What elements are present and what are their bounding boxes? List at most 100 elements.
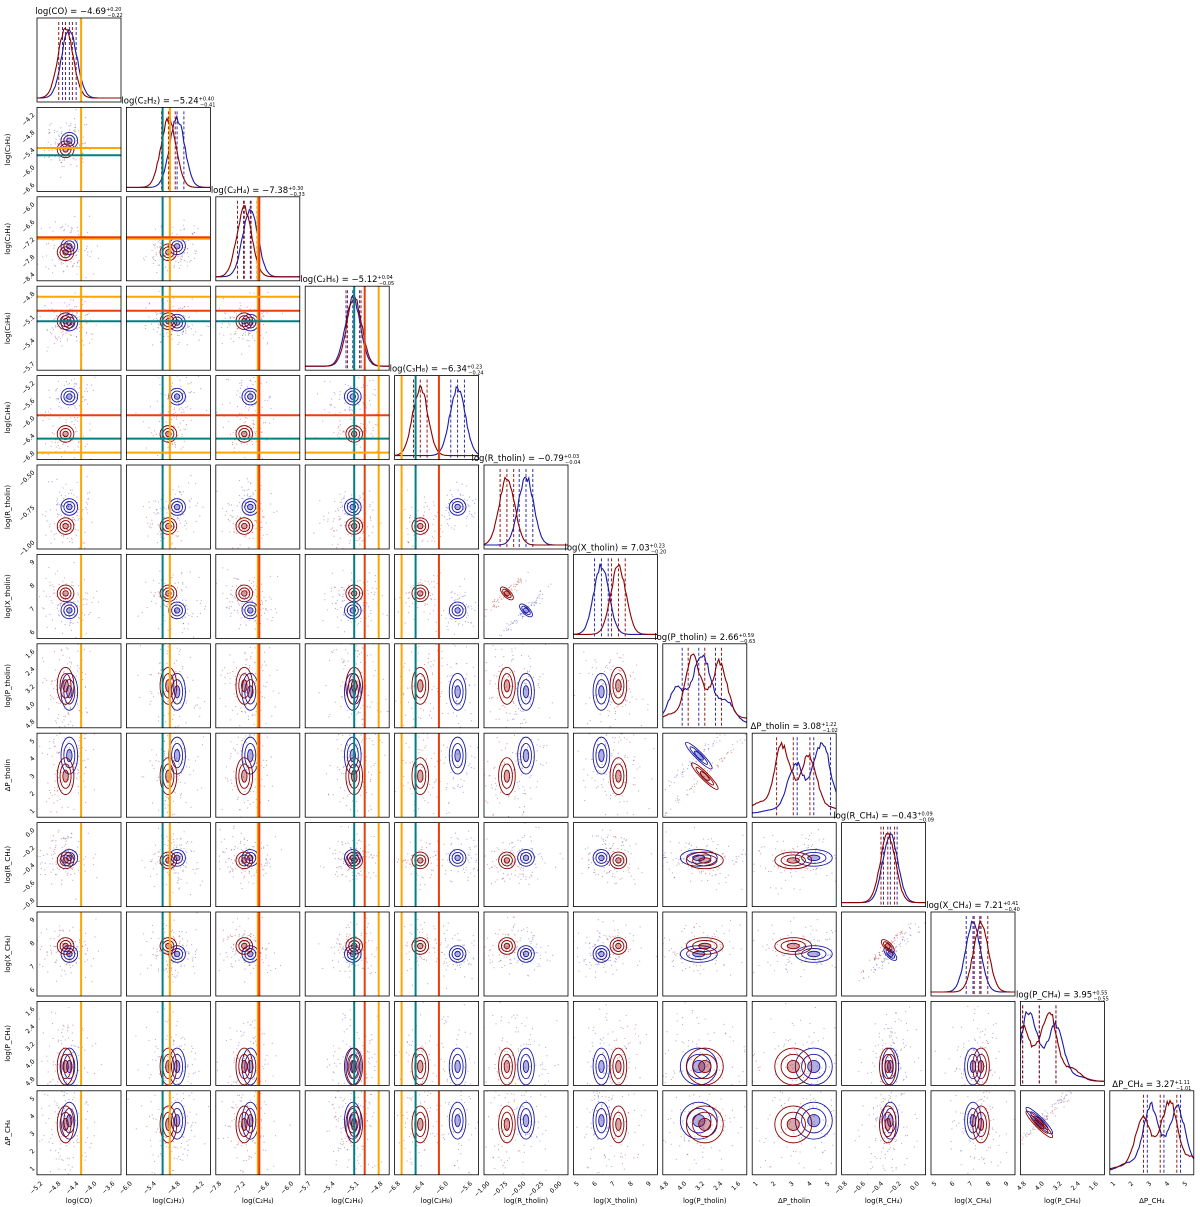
sample-point <box>60 407 62 409</box>
sample-point <box>182 1070 184 1072</box>
sample-point <box>179 1125 182 1127</box>
panel-3-3: log(C₂H₆) = −5.12+0.04 −0.05 <box>300 275 394 371</box>
sample-point <box>166 245 169 247</box>
sample-point <box>238 1094 241 1096</box>
sample-point <box>186 612 188 614</box>
sample-point <box>235 667 238 669</box>
sample-point <box>83 344 85 346</box>
sample-point <box>58 1158 60 1160</box>
sample-point <box>140 954 142 956</box>
sample-point <box>70 832 72 834</box>
sample-point <box>54 265 57 267</box>
sample-point <box>242 869 244 871</box>
sample-point <box>172 1169 174 1172</box>
sample-point <box>173 322 176 324</box>
sample-point <box>54 669 56 671</box>
sample-point <box>71 227 73 229</box>
sample-point <box>155 1059 157 1062</box>
sample-point <box>252 423 254 425</box>
sample-point <box>158 377 160 379</box>
sample-point <box>60 329 62 331</box>
sample-point <box>229 871 231 873</box>
sample-point <box>267 400 269 402</box>
sample-point <box>166 605 168 607</box>
sample-point <box>178 1064 180 1066</box>
sample-point <box>187 1065 189 1067</box>
sample-point <box>68 661 70 663</box>
sample-point <box>223 334 225 336</box>
sample-point <box>229 1075 231 1078</box>
sample-point <box>186 862 188 864</box>
sample-point <box>180 244 183 246</box>
sample-point <box>245 316 247 318</box>
sample-point <box>152 1117 155 1120</box>
sample-point <box>86 384 88 386</box>
sample-point <box>252 680 254 682</box>
sample-point <box>63 165 65 167</box>
sample-point <box>42 256 44 258</box>
sample-point <box>250 935 252 938</box>
sample-point <box>63 384 65 386</box>
sample-point <box>153 767 155 769</box>
sample-point <box>63 603 65 605</box>
sample-point <box>243 1159 245 1162</box>
sample-point <box>355 511 357 513</box>
sample-point <box>222 929 225 931</box>
sample-point <box>219 333 221 335</box>
sample-point <box>201 880 203 882</box>
sample-point <box>266 764 268 766</box>
x-tick-label: −4.2 <box>190 1180 206 1196</box>
sample-point <box>48 156 50 158</box>
sample-point <box>55 141 57 143</box>
sample-point <box>157 501 159 503</box>
sample-point <box>163 312 165 314</box>
sample-point <box>52 741 55 743</box>
sample-point <box>83 649 86 651</box>
sample-point <box>39 963 41 966</box>
sample-point <box>60 1055 62 1058</box>
sample-point <box>242 1170 244 1172</box>
sample-point <box>180 702 182 704</box>
sample-point <box>204 608 206 610</box>
sample-point <box>172 226 174 228</box>
contour-model-b <box>159 757 178 796</box>
sample-point <box>54 793 56 795</box>
sample-point <box>254 662 256 664</box>
sample-point <box>71 519 74 521</box>
sample-point <box>176 1147 179 1149</box>
sample-point <box>240 848 242 851</box>
sample-point <box>187 247 189 250</box>
sample-point <box>243 1134 245 1137</box>
sample-point <box>163 603 165 606</box>
sample-point <box>51 619 54 621</box>
sample-point <box>193 257 196 259</box>
sample-point <box>159 951 161 953</box>
contour-model-b <box>159 517 178 535</box>
sample-point <box>179 844 181 846</box>
sample-point <box>263 315 265 317</box>
sample-point <box>61 969 63 971</box>
sample-point <box>233 531 235 533</box>
sample-point <box>232 948 235 950</box>
sample-point <box>182 599 184 601</box>
sample-point <box>61 955 63 957</box>
y-tick-label: −4.2 <box>21 112 37 128</box>
sample-point <box>52 230 54 232</box>
sample-point <box>55 509 57 511</box>
sample-point <box>154 244 156 247</box>
sample-point <box>92 857 95 859</box>
sample-point <box>66 137 68 140</box>
sample-point <box>185 850 187 852</box>
y-tick-label: −5.4 <box>21 147 37 163</box>
sample-point <box>167 735 169 737</box>
contour-model-a <box>171 316 184 329</box>
sample-point <box>244 790 246 792</box>
sample-point <box>182 393 184 395</box>
sample-point <box>265 1103 267 1106</box>
sample-point <box>195 331 197 333</box>
sample-point <box>73 1103 75 1105</box>
sample-point <box>42 514 44 516</box>
sample-point <box>180 838 182 840</box>
sample-point <box>62 270 64 272</box>
sample-point <box>139 645 142 647</box>
